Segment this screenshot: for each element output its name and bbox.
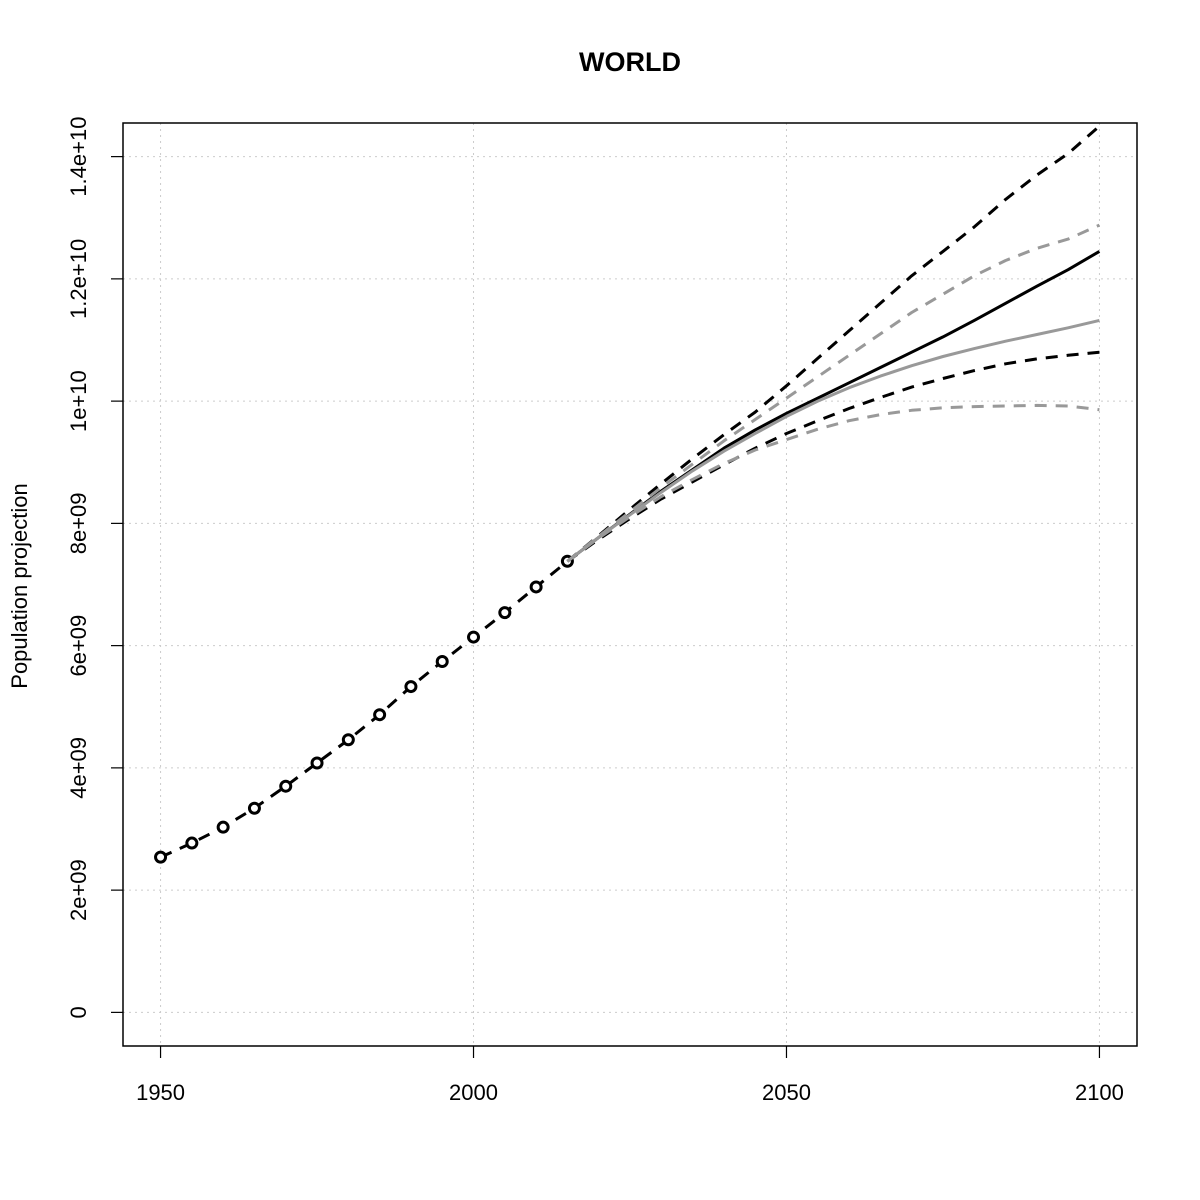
chart-title: WORLD (579, 47, 681, 77)
x-tick-label: 2000 (449, 1080, 498, 1105)
y-tick-label: 1.2e+10 (66, 239, 91, 319)
data-point (498, 606, 512, 620)
y-tick-label: 6e+09 (66, 615, 91, 677)
data-point (341, 733, 355, 747)
data-point (467, 630, 481, 644)
series-line-mean (566, 318, 1100, 563)
data-point (247, 801, 261, 815)
x-tick-label: 1950 (136, 1080, 185, 1105)
y-axis-label: Population projection (7, 483, 32, 688)
y-tick-label: 8e+09 (66, 492, 91, 554)
grid (123, 123, 1137, 1046)
series-layer (154, 124, 1101, 864)
data-point (279, 779, 293, 793)
data-point (310, 756, 324, 770)
series-line-lower-80 (566, 403, 1100, 563)
data-point (216, 820, 230, 834)
data-point (435, 655, 449, 669)
x-tick-label: 2050 (762, 1080, 811, 1105)
y-tick-label: 1e+10 (66, 370, 91, 432)
plot-frame (122, 122, 1138, 1047)
y-tick-label: 2e+09 (66, 859, 91, 921)
y-tick-label: 1.4e+10 (66, 117, 91, 197)
series-line-upper-80 (566, 223, 1101, 563)
series-line-lower-95 (566, 350, 1100, 563)
y-tick-label: 0 (66, 1006, 91, 1018)
data-point (185, 836, 199, 850)
data-point (404, 680, 418, 694)
x-tick-label: 2100 (1075, 1080, 1124, 1105)
y-tick-label: 4e+09 (66, 737, 91, 799)
x-axis: 1950 2000 2050 2100 (136, 1046, 1124, 1105)
series-line-observed (159, 560, 569, 859)
data-point (154, 850, 168, 864)
series-line-upper-95 (566, 124, 1101, 563)
data-point (373, 708, 387, 722)
y-axis: 0 2e+09 4e+09 6e+09 8e+09 1e+10 1.2e+10 1.4e+10 (66, 117, 123, 1019)
data-point (529, 580, 543, 594)
